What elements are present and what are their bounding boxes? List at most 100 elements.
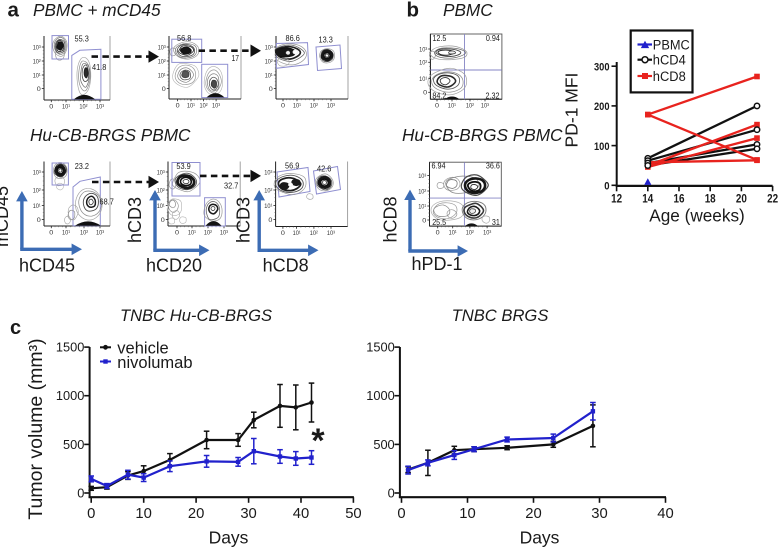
- svg-text:hCD8: hCD8: [381, 196, 401, 242]
- svg-text:50: 50: [345, 506, 361, 522]
- svg-text:10²: 10²: [466, 103, 474, 110]
- svg-text:hCD8: hCD8: [653, 69, 686, 84]
- svg-text:0: 0: [269, 86, 274, 93]
- svg-text:mCD45: mCD45: [0, 186, 12, 247]
- svg-text:42.6: 42.6: [317, 165, 332, 174]
- svg-text:0: 0: [176, 103, 181, 110]
- svg-text:36.6: 36.6: [486, 161, 500, 170]
- svg-text:10¹: 10¹: [62, 104, 70, 111]
- svg-text:16: 16: [674, 192, 685, 206]
- svg-text:55.3: 55.3: [75, 35, 90, 44]
- svg-text:10²: 10²: [264, 187, 272, 194]
- svg-text:10³: 10³: [157, 169, 165, 176]
- svg-text:PD-1 MFI: PD-1 MFI: [562, 73, 582, 148]
- svg-text:10: 10: [459, 506, 475, 522]
- svg-text:0: 0: [49, 104, 54, 111]
- svg-text:12: 12: [611, 192, 622, 206]
- svg-text:hCD20: hCD20: [146, 256, 202, 276]
- svg-text:10²: 10²: [419, 60, 427, 67]
- svg-text:b: b: [407, 0, 420, 22]
- svg-text:100: 100: [594, 141, 610, 153]
- svg-text:hCD45: hCD45: [19, 256, 75, 276]
- svg-text:c: c: [10, 317, 21, 339]
- svg-text:0: 0: [175, 230, 180, 237]
- svg-text:0.94: 0.94: [486, 34, 500, 43]
- svg-text:hCD3: hCD3: [234, 197, 254, 243]
- svg-text:0: 0: [604, 181, 609, 193]
- svg-text:40: 40: [293, 506, 309, 522]
- svg-text:1500: 1500: [56, 340, 84, 355]
- svg-text:Age (weeks): Age (weeks): [649, 206, 745, 226]
- svg-text:Tumor volume (mm³): Tumor volume (mm³): [25, 338, 47, 519]
- svg-text:68.7: 68.7: [100, 198, 115, 207]
- svg-text:10²: 10²: [33, 58, 41, 65]
- svg-text:TNBC Hu-CB-BRGS: TNBC Hu-CB-BRGS: [120, 306, 272, 325]
- svg-text:10²: 10²: [79, 104, 87, 111]
- svg-text:Days: Days: [209, 528, 249, 548]
- svg-text:10³: 10³: [212, 103, 220, 110]
- svg-text:10³: 10³: [483, 230, 491, 237]
- svg-text:22: 22: [767, 192, 778, 206]
- svg-text:10¹: 10¹: [158, 72, 166, 79]
- svg-text:10³: 10³: [327, 230, 335, 237]
- svg-text:13.3: 13.3: [319, 36, 334, 45]
- svg-text:10¹: 10¹: [264, 203, 272, 210]
- svg-text:0: 0: [162, 86, 167, 93]
- svg-text:23.2: 23.2: [75, 162, 90, 171]
- svg-text:10¹: 10¹: [157, 203, 165, 210]
- svg-text:0: 0: [422, 217, 427, 224]
- svg-text:hPD-1: hPD-1: [411, 254, 462, 274]
- svg-text:hCD3: hCD3: [125, 197, 145, 243]
- svg-text:6.94: 6.94: [432, 161, 446, 170]
- svg-text:12.5: 12.5: [432, 34, 446, 43]
- svg-text:10²: 10²: [310, 103, 318, 110]
- svg-text:10¹: 10¹: [62, 230, 70, 237]
- svg-text:14: 14: [642, 192, 653, 206]
- svg-text:56.8: 56.8: [177, 34, 192, 43]
- svg-text:10²: 10²: [310, 230, 318, 237]
- svg-text:0: 0: [268, 217, 273, 224]
- svg-text:0: 0: [397, 506, 405, 522]
- svg-text:nivolumab: nivolumab: [117, 354, 192, 372]
- svg-text:PBMC: PBMC: [443, 0, 493, 20]
- svg-text:10²: 10²: [158, 58, 166, 65]
- svg-text:10³: 10³: [96, 104, 104, 111]
- svg-text:32.7: 32.7: [224, 182, 239, 191]
- svg-text:10²: 10²: [265, 58, 273, 65]
- svg-text:0: 0: [423, 90, 428, 97]
- svg-text:10¹: 10¹: [449, 230, 457, 237]
- svg-text:10²: 10²: [33, 187, 41, 194]
- svg-text:0: 0: [281, 103, 286, 110]
- svg-text:PBMC + mCD45: PBMC + mCD45: [33, 0, 161, 20]
- svg-text:56.9: 56.9: [285, 162, 300, 171]
- svg-text:10²: 10²: [200, 103, 208, 110]
- svg-text:0: 0: [77, 486, 84, 501]
- svg-text:Hu-CB-BRGS PBMC: Hu-CB-BRGS PBMC: [30, 125, 191, 145]
- svg-text:hCD4: hCD4: [653, 53, 686, 68]
- svg-text:10²: 10²: [80, 230, 88, 237]
- svg-text:300: 300: [594, 61, 610, 73]
- svg-text:30: 30: [240, 506, 256, 522]
- svg-text:1000: 1000: [366, 388, 394, 403]
- svg-text:1500: 1500: [366, 340, 394, 355]
- svg-text:hCD8: hCD8: [263, 256, 309, 276]
- svg-text:0: 0: [37, 217, 42, 224]
- svg-text:0: 0: [435, 103, 440, 110]
- svg-text:a: a: [8, 0, 20, 22]
- svg-text:0: 0: [87, 506, 95, 522]
- svg-text:10³: 10³: [220, 230, 228, 237]
- svg-text:20: 20: [736, 192, 747, 206]
- svg-text:20: 20: [188, 506, 204, 522]
- svg-text:17: 17: [232, 54, 240, 63]
- svg-text:20: 20: [525, 506, 541, 522]
- svg-text:500: 500: [63, 437, 84, 452]
- svg-text:10¹: 10¹: [419, 76, 427, 83]
- svg-text:84.2: 84.2: [432, 91, 446, 100]
- svg-text:10³: 10³: [418, 173, 426, 180]
- svg-text:vehicle: vehicle: [117, 340, 168, 358]
- svg-text:10³: 10³: [96, 230, 104, 237]
- svg-text:10: 10: [135, 506, 151, 522]
- svg-text:25.5: 25.5: [432, 218, 446, 227]
- svg-text:0: 0: [281, 230, 286, 237]
- svg-text:10¹: 10¹: [418, 203, 426, 210]
